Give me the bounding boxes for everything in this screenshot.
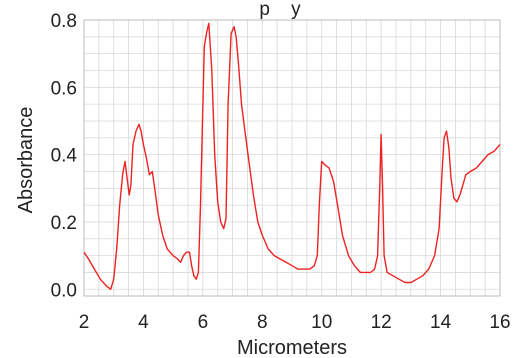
- y-tick-label: 0.8: [51, 11, 77, 32]
- x-tick-label: 2: [79, 312, 90, 333]
- x-tick-label: 10: [311, 312, 332, 333]
- y-axis-title: Absorbance: [15, 107, 37, 214]
- y-axis-ticks: 0.0 0.2 0.4 0.6 0.8: [51, 11, 78, 301]
- y-tick-label: 0.4: [51, 146, 78, 167]
- plot-frame: [83, 19, 501, 297]
- y-tick-label: 0.2: [51, 213, 77, 234]
- x-tick-label: 4: [138, 312, 149, 333]
- x-axis-title: Micrometers: [237, 337, 347, 358]
- x-tick-label: 14: [430, 312, 452, 333]
- x-tick-label: 8: [257, 312, 268, 333]
- y-tick-label: 0.0: [51, 280, 77, 301]
- x-axis-ticks: 2 4 6 8 10 12 14 16: [79, 312, 511, 333]
- grid: [84, 20, 500, 296]
- x-tick-label: 6: [198, 312, 209, 333]
- chart-title-fragment: p y: [259, 0, 301, 20]
- y-tick-label: 0.6: [51, 78, 77, 99]
- absorbance-series-line: [83, 22, 501, 290]
- x-tick-label: 12: [371, 312, 392, 333]
- x-tick-label: 16: [489, 312, 510, 333]
